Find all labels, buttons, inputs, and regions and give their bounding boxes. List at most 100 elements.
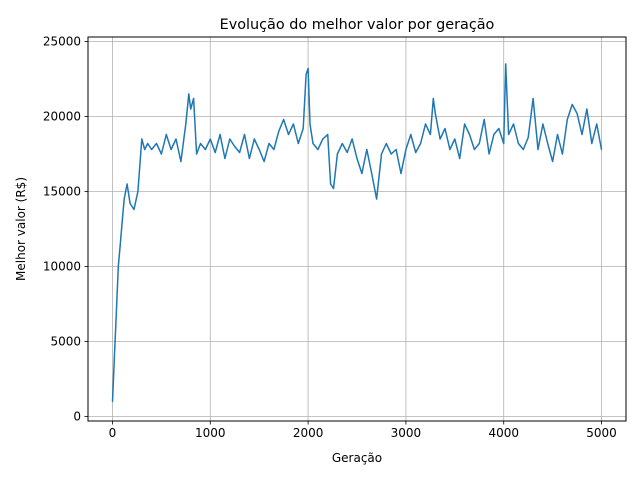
data-point	[239, 151, 241, 154]
grid-layer	[88, 37, 626, 421]
data-point	[464, 123, 466, 125]
x-tick-label-5: 5000	[586, 426, 617, 440]
chart-title: Evolução do melhor valor por geração	[220, 17, 495, 33]
data-point	[204, 148, 206, 151]
data-point	[322, 138, 324, 140]
data-point	[361, 172, 363, 175]
data-point	[439, 138, 441, 140]
data-point	[547, 142, 549, 145]
data-point	[390, 153, 392, 155]
data-point	[123, 198, 125, 200]
data-point	[483, 118, 485, 121]
data-point	[180, 160, 182, 163]
data-point	[151, 148, 153, 151]
data-point	[193, 97, 195, 100]
data-point	[420, 142, 422, 145]
data-point	[287, 133, 290, 136]
x-axis-label: Geração	[332, 451, 382, 465]
data-point	[591, 142, 593, 145]
data-point	[278, 130, 280, 133]
data-point	[432, 97, 434, 100]
data-point	[129, 202, 131, 205]
data-point	[263, 160, 265, 163]
data-point	[505, 63, 507, 65]
data-point	[234, 145, 236, 148]
data-point	[488, 153, 490, 155]
tick-layer: 0 1000 2000 3000 4000 5000 0 5000 10000 15000 2000…	[43, 35, 617, 441]
data-point	[292, 123, 294, 125]
data-point	[586, 108, 588, 110]
data-point	[576, 112, 578, 115]
y-tick-label-3: 15000	[43, 185, 81, 199]
data-point	[376, 198, 378, 200]
data-point	[196, 153, 198, 155]
data-point	[190, 108, 192, 110]
data-point	[185, 123, 187, 125]
data-point	[498, 127, 500, 130]
data-point	[537, 148, 539, 151]
data-point	[126, 183, 128, 185]
data-point	[395, 148, 397, 151]
data-point	[473, 148, 475, 151]
data-point	[312, 142, 314, 145]
data-point	[115, 310, 117, 313]
data-point	[248, 157, 250, 160]
y-tick-label-4: 20000	[43, 110, 81, 124]
data-point	[400, 172, 402, 175]
x-tick-label-0: 0	[109, 426, 117, 440]
data-point	[415, 151, 417, 154]
data-point	[351, 138, 353, 140]
data-point	[327, 133, 329, 136]
data-point	[385, 142, 387, 145]
data-point	[188, 93, 190, 95]
data-point	[410, 133, 412, 136]
data-point	[219, 133, 221, 136]
data-point	[508, 133, 510, 136]
data-point	[117, 265, 119, 268]
plot-frame	[87, 36, 627, 422]
data-point	[121, 220, 123, 223]
data-point	[478, 142, 480, 145]
x-tick-label-1: 1000	[195, 426, 226, 440]
series-layer	[111, 63, 603, 403]
data-point	[141, 138, 143, 140]
data-point	[429, 133, 431, 136]
data-point	[170, 148, 172, 151]
data-point	[424, 123, 427, 125]
data-point	[332, 187, 335, 190]
data-point	[165, 133, 167, 136]
data-point	[468, 133, 471, 136]
data-point	[309, 123, 311, 125]
data-point	[596, 123, 598, 125]
data-point	[147, 142, 149, 145]
data-point	[175, 138, 177, 140]
data-point	[253, 138, 255, 140]
data-point	[454, 138, 456, 140]
data-point	[199, 142, 202, 145]
data-point	[552, 160, 554, 163]
data-point	[224, 157, 226, 160]
data-point	[160, 153, 162, 155]
data-point	[556, 133, 559, 136]
data-point	[144, 148, 146, 151]
data-point	[243, 133, 246, 136]
data-point	[512, 123, 515, 125]
data-point	[581, 133, 583, 136]
data-point	[330, 183, 332, 185]
data-point	[336, 153, 338, 155]
x-tick-label-2: 2000	[293, 426, 324, 440]
data-point	[317, 148, 319, 151]
data-point	[444, 127, 446, 130]
data-point	[561, 153, 564, 155]
data-point	[273, 148, 275, 151]
data-point	[459, 157, 461, 160]
data-point	[283, 118, 285, 121]
x-tick-label-3: 3000	[391, 426, 422, 440]
x-tick-label-4: 4000	[488, 426, 519, 440]
data-point	[119, 243, 121, 245]
data-point	[571, 103, 573, 106]
series-line-0	[111, 63, 603, 402]
data-point	[268, 142, 270, 145]
data-point	[522, 148, 524, 151]
